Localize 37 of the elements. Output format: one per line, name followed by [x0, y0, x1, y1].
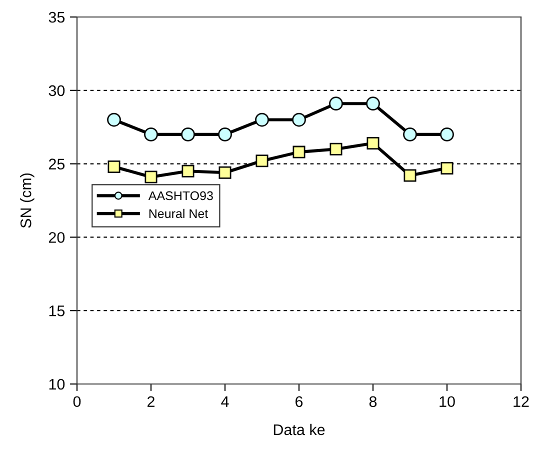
point — [255, 112, 269, 127]
point — [218, 166, 232, 179]
point — [403, 127, 417, 142]
point — [107, 112, 121, 127]
y-tick-label: 15 — [49, 306, 65, 316]
point — [292, 112, 306, 127]
point — [218, 127, 232, 142]
point — [366, 96, 380, 111]
point — [181, 127, 195, 142]
x-axis-title: Data ke — [274, 424, 325, 436]
point — [182, 164, 194, 178]
point — [330, 142, 342, 156]
x-tick-label: 12 — [514, 396, 529, 407]
y-tick-label: 20 — [48, 232, 65, 243]
point — [256, 154, 268, 168]
point — [144, 127, 158, 142]
point — [366, 137, 380, 150]
legend-label: Neural Net — [149, 208, 208, 218]
point — [292, 146, 306, 158]
y-tick-label: 10 — [49, 378, 65, 390]
x-tick-label: 6 — [296, 396, 303, 408]
x-tick-label: 2 — [148, 396, 154, 407]
x-tick-label: 0 — [73, 396, 81, 408]
y-tick-label: 30 — [48, 85, 65, 96]
point — [440, 127, 454, 142]
point — [144, 170, 158, 184]
point — [440, 162, 454, 174]
point — [329, 96, 343, 111]
y-axis-title: SN (cm) — [20, 173, 34, 228]
point — [404, 169, 416, 182]
y-tick-label: 25 — [48, 158, 65, 170]
x-tick-label: 8 — [369, 396, 377, 408]
y-tick-label: 35 — [48, 12, 65, 23]
point — [108, 160, 120, 173]
legend-label: AASHTO93 — [148, 191, 213, 200]
x-tick-label: 10 — [440, 396, 455, 408]
x-tick-label: 4 — [221, 396, 229, 407]
